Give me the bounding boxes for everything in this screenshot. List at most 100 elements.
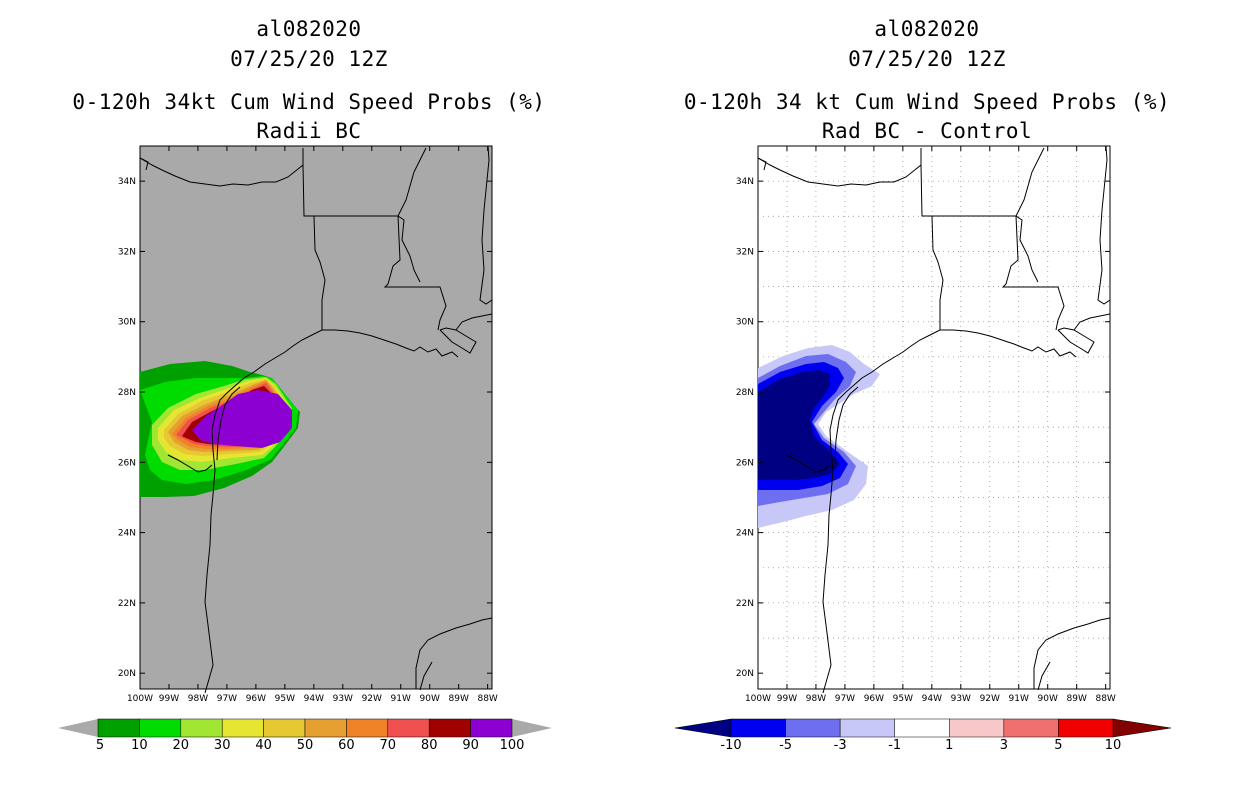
- panel-rad-bc-control: al082020 07/25/20 12Z 0-120h 34 kt Cum W…: [618, 0, 1236, 800]
- coastline-segment: [1015, 215, 1039, 283]
- difference-contours: [758, 345, 880, 528]
- storm-id: al082020: [256, 17, 362, 41]
- colorbar-label: 5: [1054, 738, 1062, 753]
- lon-label: 96W: [246, 694, 266, 704]
- colorbar-swatch: [1003, 718, 1059, 738]
- colorbar-swatch: [839, 718, 895, 738]
- coastline-segment: [479, 145, 493, 305]
- lat-label: 22N: [736, 599, 754, 609]
- lat-label: 22N: [118, 599, 136, 609]
- colorbar-label: 10: [1105, 738, 1122, 753]
- colorbar-label: 100: [500, 738, 525, 753]
- colorbar-swatch: [428, 718, 471, 738]
- coastline-segment: [139, 157, 149, 171]
- colorbar-swatch: [894, 718, 950, 738]
- coastline-segment: [439, 327, 477, 354]
- colorbar-label: 5: [96, 738, 104, 753]
- colorbar-label: 1: [945, 738, 953, 753]
- lon-label: 95W: [893, 694, 913, 704]
- lon-label: 99W: [159, 694, 179, 704]
- axis-ticks: [757, 146, 1110, 689]
- colorbar-swatch: [221, 718, 264, 738]
- coastline-segment: [822, 329, 1077, 694]
- axis-ticks: [139, 146, 492, 689]
- lon-label: 91W: [391, 694, 411, 704]
- colorbar-label: -1: [888, 738, 901, 753]
- colorbar-swatch: [785, 718, 841, 738]
- plot-subtitle: Radii BC: [256, 119, 362, 143]
- coastline-segment: [1033, 617, 1111, 689]
- colorbar-swatch: [949, 718, 1005, 738]
- colorbar-label: -10: [720, 738, 741, 753]
- longitude-labels: 100W 99W 98W 97W 96W 95W 94W 93W 92W 91W 90W 89W 88W: [127, 694, 498, 704]
- colorbar-swatch: [304, 718, 347, 738]
- lon-label: 95W: [275, 694, 295, 704]
- coastline-segment: [931, 215, 944, 330]
- coastline: [139, 145, 493, 694]
- colorbar-arrow-right: [512, 719, 552, 737]
- lon-label: 92W: [362, 694, 382, 704]
- colorbar-arrow-left: [674, 718, 732, 738]
- coastline-segment: [1057, 327, 1095, 354]
- colorbar-label: -3: [834, 738, 847, 753]
- colorbar-label: 10: [131, 738, 148, 753]
- lat-label: 34N: [118, 177, 136, 187]
- lon-label: 97W: [835, 694, 855, 704]
- lon-label: 99W: [777, 694, 797, 704]
- colorbar-swatch: [346, 718, 389, 738]
- colorbar-label: -5: [779, 738, 792, 753]
- lon-label: 94W: [304, 694, 324, 704]
- lon-label: 96W: [864, 694, 884, 704]
- datetime: 07/25/20 12Z: [848, 47, 1006, 71]
- lon-label: 89W: [1067, 694, 1087, 704]
- colorbar-swatch: [97, 718, 140, 738]
- colorbar-label: 3: [1000, 738, 1008, 753]
- colorbar: -10 -5 -3 -1 1 3 5 10: [674, 718, 1172, 753]
- colorbar-swatch: [387, 718, 430, 738]
- coastline-segment: [757, 148, 922, 187]
- panel-radii-bc: al082020 07/25/20 12Z 0-120h 34kt Cum Wi…: [58, 17, 552, 753]
- colorbar-arrow-right: [1112, 718, 1172, 738]
- coastline-segment: [455, 313, 493, 331]
- lon-label: 88W: [477, 694, 497, 704]
- lon-label: 88W: [1095, 694, 1115, 704]
- coastline-segment: [167, 454, 213, 473]
- colorbar-label: 60: [338, 738, 355, 753]
- latitude-labels: 34N 32N 30N 28N 26N 24N 22N 20N: [736, 177, 754, 679]
- colorbar-arrow-left: [58, 719, 98, 737]
- colorbar: 5 10 20 30 40 50 60 70 80 90 100: [58, 718, 552, 753]
- coastline-segment: [834, 386, 859, 461]
- lat-label: 28N: [118, 388, 136, 398]
- coastline-segment: [216, 386, 241, 461]
- coastline-segment: [139, 148, 304, 187]
- storm-id: al082020: [874, 17, 980, 41]
- colorbar-label: 90: [462, 738, 479, 753]
- lat-label: 34N: [736, 177, 754, 187]
- lon-label: 89W: [449, 694, 469, 704]
- coastline: [757, 145, 1111, 694]
- coastline-segment: [397, 215, 421, 283]
- coastline-segment: [204, 329, 459, 694]
- lon-label: 93W: [333, 694, 353, 704]
- lon-label: 100W: [127, 694, 153, 704]
- colorbar-swatch: [263, 718, 306, 738]
- lat-label: 20N: [118, 669, 136, 679]
- lat-label: 20N: [736, 669, 754, 679]
- plot-subtitle: Rad BC - Control: [821, 119, 1033, 143]
- coastline-segment: [757, 157, 767, 171]
- datetime: 07/25/20 12Z: [230, 47, 388, 71]
- coastline-segment: [1037, 661, 1051, 691]
- colorbar-label: 20: [173, 738, 190, 753]
- colorbar-label: 70: [380, 738, 397, 753]
- longitude-labels: 100W 99W 98W 97W 96W 95W 94W 93W 92W 91W 90W 89W 88W: [745, 694, 1116, 704]
- lon-label: 90W: [1038, 694, 1058, 704]
- lat-label: 30N: [736, 318, 754, 328]
- contour-100: [192, 390, 292, 448]
- latitude-labels: 34N 32N 30N 28N 26N 24N 22N 20N: [118, 177, 136, 679]
- coastline-segment: [313, 215, 326, 330]
- coastline-segment: [302, 164, 447, 331]
- lon-label: 98W: [806, 694, 826, 704]
- plot-title: 0-120h 34 kt Cum Wind Speed Probs (%): [683, 90, 1171, 114]
- lat-label: 26N: [118, 458, 136, 468]
- lat-label: 26N: [736, 458, 754, 468]
